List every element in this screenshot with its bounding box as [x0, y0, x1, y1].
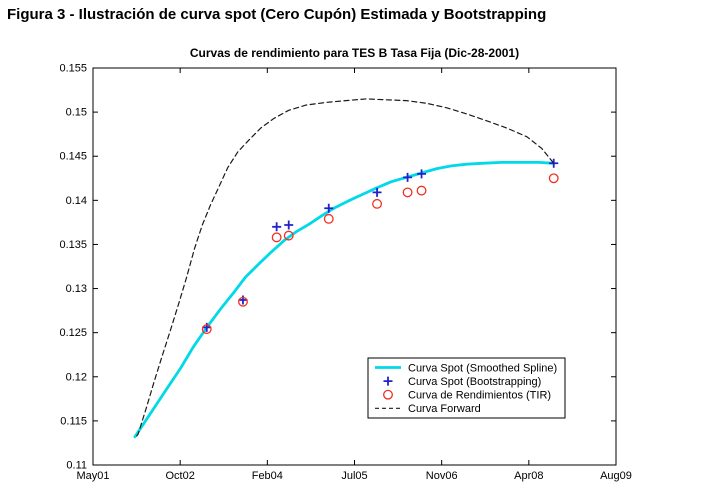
- plus-marker: [324, 203, 334, 213]
- y-tick-label: 0.13: [66, 283, 87, 295]
- chart-title: Curvas de rendimiento para TES B Tasa Fi…: [190, 46, 519, 60]
- plus-marker: [549, 158, 559, 168]
- curve-curva-forward: [136, 98, 555, 437]
- x-tick-label: Aug09: [600, 470, 632, 482]
- y-tick-label: 0.15: [66, 107, 87, 119]
- plus-marker: [383, 376, 393, 386]
- series-curva-spot-smoothed-spline: [133, 160, 556, 439]
- y-axis: 0.11 0.115 0.12 0.125 0.13 0.135 0.14 0.145 0.15…: [59, 63, 616, 472]
- y-tick-label: 0.14: [66, 195, 87, 207]
- curve-curva-spot-smoothed-spline: [133, 160, 556, 439]
- legend-label: Curva Spot (Smoothed Spline): [408, 362, 557, 374]
- circle-marker: [283, 230, 294, 241]
- plus-marker: [403, 172, 413, 182]
- legend-item: Curva Spot (Smoothed Spline): [375, 362, 557, 374]
- legend-item: Curva Forward: [375, 403, 481, 415]
- circle-marker: [416, 185, 427, 196]
- legend-item: Curva Spot (Bootstrapping): [383, 376, 541, 388]
- circle-marker: [238, 296, 248, 307]
- circle-marker: [271, 232, 282, 243]
- x-tick-label: Nov06: [426, 470, 458, 482]
- legend-label: Curva de Rendimientos (TIR): [408, 390, 551, 402]
- legend: Curva Spot (Smoothed Spline) Curva Spot (…: [367, 357, 566, 419]
- plus-marker: [284, 220, 294, 230]
- y-tick-label: 0.155: [59, 63, 87, 75]
- y-tick-label: 0.115: [60, 415, 87, 427]
- x-axis: May01 Oct02 Feb04 Jul05 Nov06 Apr08 Aug09: [76, 68, 632, 482]
- circle-marker: [402, 187, 413, 198]
- circle-marker: [372, 198, 383, 209]
- legend-label: Curva Forward: [408, 403, 481, 415]
- figure-title: Figura 3 - Ilustración de curva spot (Ce…: [7, 6, 547, 23]
- series-curva-spot-bootstrapping: [202, 158, 559, 332]
- plus-marker: [417, 169, 427, 179]
- y-tick-label: 0.125: [59, 327, 87, 339]
- y-tick-label: 0.12: [66, 371, 87, 383]
- circle-marker: [383, 389, 393, 400]
- circle-marker: [323, 213, 334, 224]
- x-tick-label: Feb04: [252, 470, 283, 482]
- plus-marker: [272, 222, 282, 232]
- plus-marker: [372, 187, 382, 197]
- series-curva-forward: [136, 98, 555, 437]
- y-tick-label: 0.11: [66, 460, 87, 472]
- legend-label: Curva Spot (Bootstrapping): [408, 376, 541, 388]
- circle-marker: [548, 173, 559, 184]
- x-tick-label: Oct02: [165, 470, 194, 482]
- legend-item: Curva de Rendimientos (TIR): [383, 389, 551, 402]
- series-curva-de-rendimientos-tir: [201, 173, 559, 335]
- circle-marker: [201, 324, 212, 335]
- x-tick-label: Apr08: [514, 470, 543, 482]
- x-tick-label: Jul05: [341, 470, 367, 482]
- y-tick-label: 0.145: [59, 151, 87, 163]
- y-tick-label: 0.135: [59, 239, 87, 251]
- x-tick-label: May01: [76, 470, 109, 482]
